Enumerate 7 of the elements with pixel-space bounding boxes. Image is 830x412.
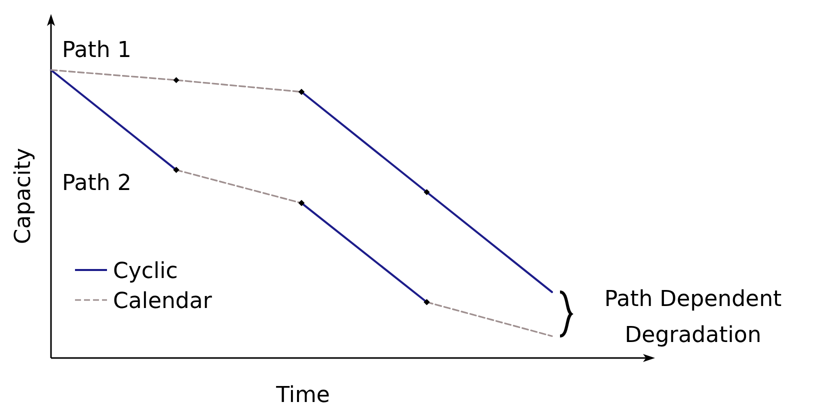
annotation: Path 2 xyxy=(62,171,132,196)
legend-label: Calendar xyxy=(113,289,213,314)
y-axis-title: Capacity xyxy=(11,148,36,244)
text: Path 1 xyxy=(62,38,132,63)
x-axis-title: Time xyxy=(275,383,330,408)
legend-label: Cyclic xyxy=(113,259,178,284)
annotation: Path Dependent Degradation xyxy=(604,287,782,348)
